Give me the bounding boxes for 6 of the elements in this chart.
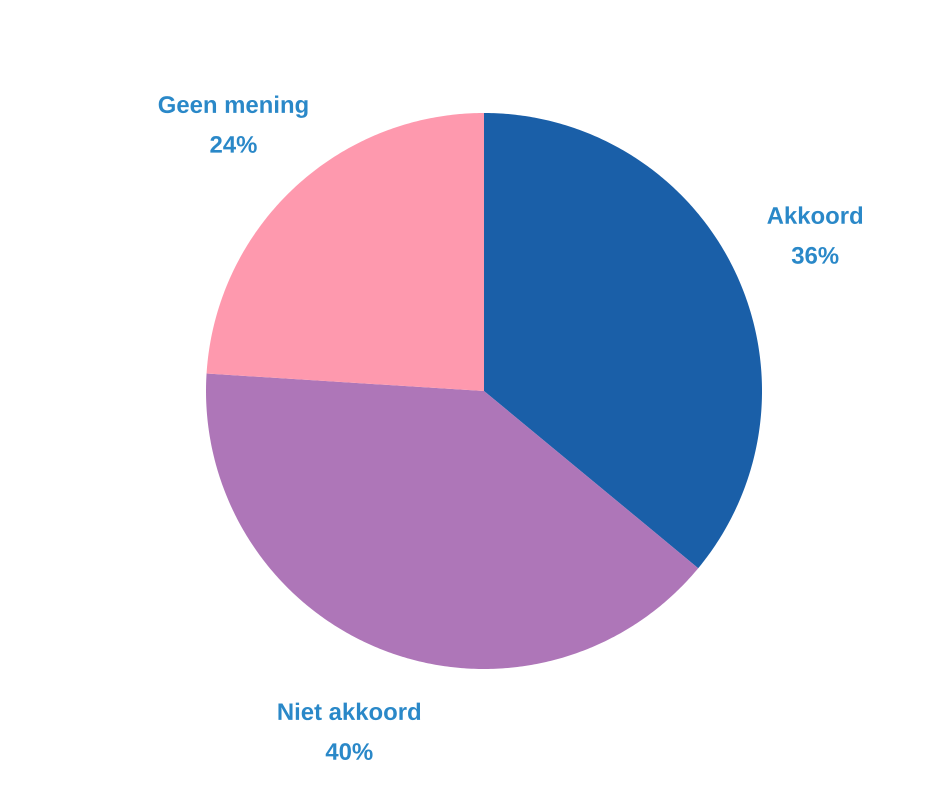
data-label: 24% bbox=[210, 136, 257, 153]
slice-label: Akkoord bbox=[767, 206, 862, 224]
slice-label: Geen mening bbox=[158, 96, 308, 118]
slice-label: Niet akkoord bbox=[278, 702, 420, 720]
data-label: 36% bbox=[792, 246, 838, 264]
data-label: 40% bbox=[326, 743, 373, 760]
